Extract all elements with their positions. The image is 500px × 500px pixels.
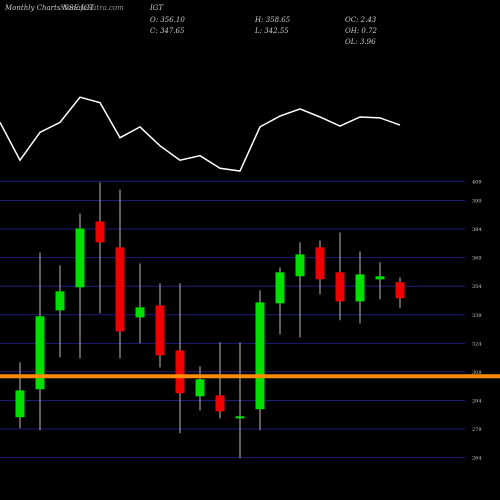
symbol: IGT <box>149 4 164 12</box>
candle-body <box>355 274 365 302</box>
candle-body <box>155 305 165 356</box>
candle-body <box>115 247 125 332</box>
y-tick-label: 339 <box>472 313 482 319</box>
stat: OL: 3.96 <box>345 38 376 46</box>
candle-body <box>315 247 325 280</box>
y-tick-label: 399 <box>472 198 482 204</box>
candle-body <box>55 291 65 311</box>
y-tick-label: 369 <box>472 256 482 262</box>
y-tick-label: 309 <box>472 370 482 376</box>
candle-body <box>135 307 145 318</box>
y-tick-label: 279 <box>472 427 482 433</box>
stat: OH: 0.72 <box>345 27 378 35</box>
candle-body <box>295 254 305 277</box>
y-tick-label: 324 <box>472 341 482 347</box>
chart-title: Monthly Charts NSE:IGT <box>4 4 95 12</box>
y-tick-label: 384 <box>472 227 482 233</box>
candle-body <box>195 379 205 397</box>
candle-body <box>35 316 45 390</box>
candle-body <box>255 302 265 410</box>
candle-body <box>335 272 345 302</box>
y-tick-label: 294 <box>472 398 482 404</box>
candle-body <box>95 221 105 243</box>
stat: H: 358.65 <box>254 16 291 24</box>
candle-body <box>375 276 385 280</box>
watermark: MunafaSutra.com <box>59 4 124 12</box>
stat: L: 342.55 <box>254 27 289 35</box>
indicator-line <box>0 96 401 172</box>
stat: O: 356.10 <box>150 16 185 24</box>
candle-body <box>395 282 405 299</box>
candle-body <box>235 416 245 419</box>
y-tick-label: 354 <box>472 284 482 290</box>
stat: C: 347.65 <box>150 27 185 35</box>
candle-body <box>175 350 185 394</box>
stat: OC: 2.43 <box>345 16 377 24</box>
y-tick-label: 264 <box>472 456 482 462</box>
candle-body <box>15 390 25 418</box>
candle-body <box>215 395 225 412</box>
candle-body <box>75 228 85 288</box>
candle-body <box>275 272 285 304</box>
y-tick-label: 409 <box>472 179 482 185</box>
